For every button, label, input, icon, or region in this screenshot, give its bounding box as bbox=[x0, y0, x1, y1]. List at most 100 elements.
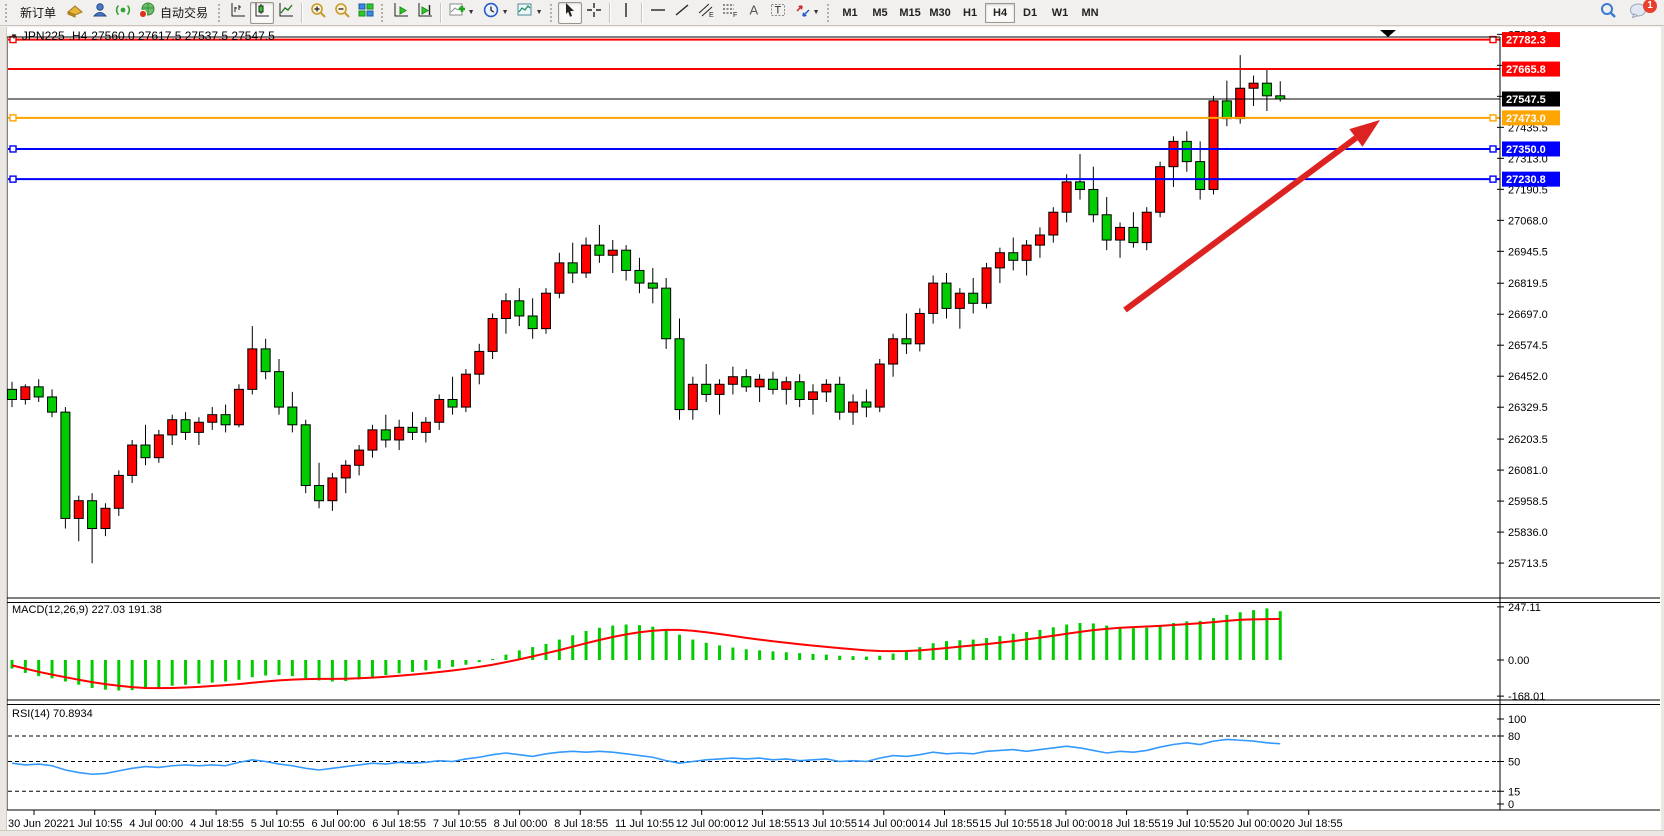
history-center-button[interactable] bbox=[63, 2, 87, 24]
hline-right-handle[interactable] bbox=[1489, 145, 1497, 153]
person-icon bbox=[90, 1, 108, 24]
chart-shift-marker-icon[interactable] bbox=[1380, 30, 1396, 37]
timeframe-toolbar: M1 M5 M15 M30 H1 H4 D1 W1 MN bbox=[835, 2, 1105, 23]
candle-body bbox=[581, 244, 592, 274]
timeframe-m15[interactable]: M15 bbox=[899, 6, 921, 19]
hline-right-handle[interactable] bbox=[1489, 175, 1497, 183]
svg-text:T: T bbox=[775, 5, 782, 17]
text-label-button[interactable]: T bbox=[766, 2, 790, 24]
crosshair-icon bbox=[585, 1, 603, 24]
rsi-pane[interactable] bbox=[8, 703, 1500, 811]
candle-body bbox=[754, 378, 765, 388]
tile-windows-icon bbox=[357, 1, 375, 24]
templates-button[interactable]: ▼ bbox=[513, 2, 547, 24]
horizontal-line-button[interactable] bbox=[646, 2, 670, 24]
time-axis-label: 12 Jul 00:00 bbox=[676, 818, 736, 830]
trendline-button[interactable] bbox=[670, 2, 694, 24]
arrows-button[interactable]: ▼ bbox=[790, 2, 824, 24]
text-button[interactable]: A bbox=[742, 2, 766, 24]
macd-pane[interactable] bbox=[8, 601, 1500, 701]
zoom-out-icon bbox=[333, 1, 351, 24]
templates-dropdown-caret[interactable]: ▼ bbox=[535, 9, 543, 16]
candle-body bbox=[981, 267, 992, 304]
candle-body bbox=[1181, 140, 1192, 163]
trend-arrow-head[interactable] bbox=[1349, 120, 1380, 147]
rsi-axis-label: 100 bbox=[1508, 714, 1526, 726]
chart-window: 27803.027680.527558.027435.527313.027190… bbox=[0, 27, 1664, 836]
candle-body bbox=[180, 419, 191, 433]
periods-dropdown-caret[interactable]: ▼ bbox=[501, 9, 509, 16]
candle-body bbox=[888, 338, 899, 365]
candle-body bbox=[781, 381, 792, 390]
candlestick-chart-button[interactable] bbox=[250, 1, 275, 24]
vertical-line-button[interactable] bbox=[614, 2, 638, 24]
signals-button[interactable] bbox=[111, 2, 135, 24]
notifications-button[interactable]: 1 bbox=[1626, 0, 1657, 24]
periods-button[interactable]: ▼ bbox=[479, 2, 513, 24]
time-axis-label: 18 Jul 18:55 bbox=[1101, 818, 1161, 830]
hline-left-handle[interactable] bbox=[9, 145, 17, 153]
timeframe-m1[interactable]: M1 bbox=[842, 6, 858, 19]
cursor-button[interactable] bbox=[558, 1, 583, 24]
chart-title-dropdown-icon[interactable]: ▼ bbox=[10, 31, 18, 41]
trend-arrow-shaft[interactable] bbox=[1123, 135, 1358, 313]
line-chart-button[interactable] bbox=[274, 2, 298, 24]
candle-body bbox=[274, 371, 284, 408]
zoom-in-button[interactable] bbox=[306, 2, 330, 24]
rsi-axis-label: 0 bbox=[1508, 799, 1514, 811]
clock-icon bbox=[482, 1, 500, 24]
candle-body bbox=[514, 300, 525, 317]
chart-title: ▼ JPN225-.H4 27560.0 27617.5 27537.5 275… bbox=[10, 29, 275, 43]
chart-shift-icon bbox=[416, 1, 434, 24]
auto-scroll-icon bbox=[392, 1, 410, 24]
indicators-dropdown-caret[interactable]: ▼ bbox=[467, 9, 475, 16]
hline-left-handle[interactable] bbox=[9, 175, 17, 183]
zoom-out-button[interactable] bbox=[330, 2, 354, 24]
profile-button[interactable] bbox=[87, 2, 111, 24]
candle-body bbox=[901, 338, 912, 345]
time-axis-label: 6 Jul 00:00 bbox=[312, 818, 366, 830]
candle-body bbox=[701, 383, 712, 395]
toolbar-grip bbox=[550, 3, 555, 22]
arrows-dropdown-caret[interactable]: ▼ bbox=[812, 9, 820, 16]
timeframe-w1[interactable]: W1 bbox=[1051, 6, 1069, 19]
crosshair-button[interactable] bbox=[582, 2, 606, 24]
chart-title-symbol: JPN225-.H4 bbox=[21, 29, 88, 43]
candle-body bbox=[1221, 100, 1232, 120]
timeframe-m30[interactable]: M30 bbox=[929, 6, 951, 19]
time-axis-label: 14 Jul 00:00 bbox=[858, 818, 918, 830]
equidistant-channel-button[interactable]: E bbox=[694, 2, 718, 24]
time-axis-label: 15 Jul 10:55 bbox=[979, 818, 1039, 830]
price-axis-tick-label: 26945.5 bbox=[1508, 246, 1548, 258]
chart-main-pane[interactable] bbox=[8, 37, 1500, 598]
time-axis-label: 20 Jul 00:00 bbox=[1222, 818, 1282, 830]
candle-body bbox=[460, 373, 471, 408]
candle-body bbox=[567, 262, 578, 274]
chart-canvas[interactable]: 27803.027680.527558.027435.527313.027190… bbox=[0, 27, 1664, 836]
hline-left-handle[interactable] bbox=[9, 114, 17, 122]
fibonacci-button[interactable]: F bbox=[718, 2, 742, 24]
price-axis[interactable] bbox=[1501, 37, 1661, 810]
hline-right-handle[interactable] bbox=[1489, 114, 1497, 122]
toolbar-grip bbox=[218, 3, 223, 22]
candle-body bbox=[340, 464, 351, 479]
auto-trading-button[interactable]: 自动交易 bbox=[135, 2, 215, 24]
tile-windows-button[interactable] bbox=[354, 2, 378, 24]
new-order-button[interactable]: 新订单 bbox=[13, 2, 63, 24]
time-axis-label: 1 Jul 10:55 bbox=[69, 818, 123, 830]
timeframe-h4[interactable]: H4 bbox=[985, 2, 1016, 23]
time-axis-label: 13 Jul 10:55 bbox=[797, 818, 857, 830]
timeframe-d1[interactable]: D1 bbox=[1023, 6, 1038, 19]
timeframe-m5[interactable]: M5 bbox=[872, 6, 888, 19]
search-button[interactable] bbox=[1596, 2, 1620, 24]
auto-scroll-button[interactable] bbox=[389, 2, 413, 24]
bar-chart-button[interactable] bbox=[226, 2, 250, 24]
macd-axis-label: 0.00 bbox=[1508, 655, 1529, 667]
candle-body bbox=[7, 388, 17, 400]
indicators-button[interactable]: ▼ bbox=[445, 2, 479, 24]
timeframe-mn[interactable]: MN bbox=[1081, 6, 1099, 19]
timeframe-h1[interactable]: H1 bbox=[963, 6, 978, 19]
chart-shift-button[interactable] bbox=[413, 2, 437, 24]
rsi-axis-label: 50 bbox=[1508, 757, 1520, 769]
candle-body bbox=[113, 474, 124, 509]
